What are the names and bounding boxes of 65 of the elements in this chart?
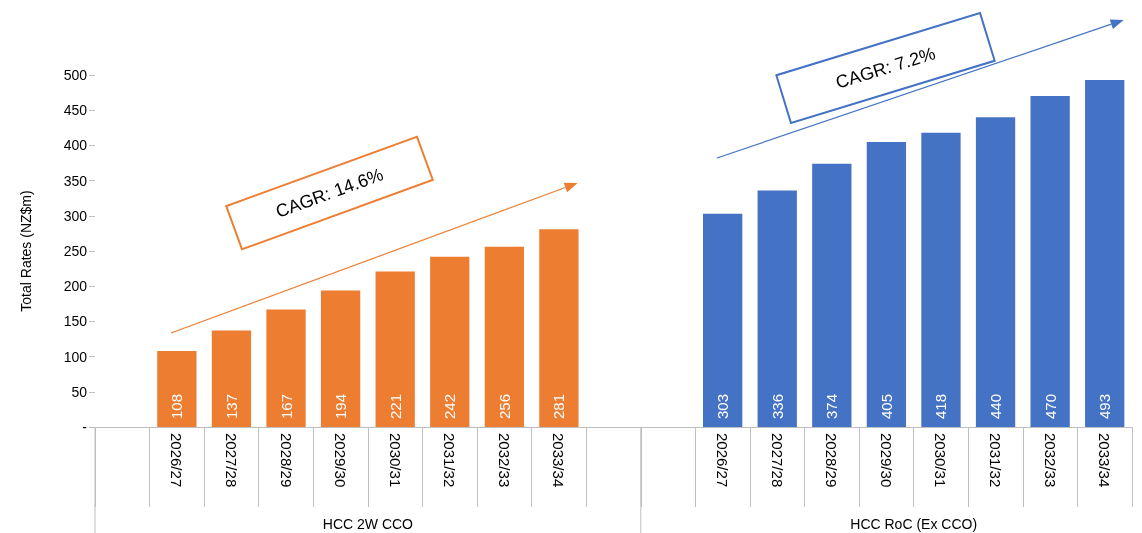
data-label: 108 (168, 393, 186, 419)
bar (1085, 79, 1125, 427)
x-tick-label: 2033/34 (550, 433, 568, 488)
x-tick-label: 2026/27 (714, 433, 732, 488)
callout-box: CAGR: 14.6% (224, 135, 434, 251)
y-tick-label: 450 (63, 102, 88, 119)
x-tick-label: 2032/33 (495, 433, 513, 488)
x-tick-label: 2032/33 (1041, 433, 1059, 488)
bar (484, 246, 524, 427)
x-tick-label: 2033/34 (1096, 433, 1114, 488)
data-label: 374 (823, 393, 841, 419)
data-label: 336 (768, 393, 786, 419)
x-tick-label: 2026/27 (168, 433, 186, 488)
bar (1030, 96, 1070, 427)
x-tick-label: 2030/31 (386, 433, 404, 488)
x-tick-label: 2029/30 (877, 433, 895, 488)
data-label: 281 (550, 393, 568, 419)
x-tick-label: 2031/32 (441, 433, 459, 488)
bar (866, 141, 907, 427)
bar (320, 290, 361, 427)
x-tick-label: 2029/30 (332, 433, 350, 488)
data-label: 493 (1096, 393, 1114, 419)
data-label: 303 (714, 393, 732, 419)
y-tick-label: 150 (63, 313, 88, 330)
bar (375, 271, 415, 427)
x-tick-label: 2027/28 (222, 433, 240, 488)
y-tick-label: 250 (63, 243, 88, 259)
y-tick-label: - (82, 419, 88, 435)
text: HCC RoC (Ex CCO) (850, 516, 978, 532)
data-label: 418 (932, 393, 950, 419)
x-tick-label: 2028/29 (823, 433, 841, 488)
x-tick-label: 2028/29 (277, 433, 295, 488)
annotation: CAGR: 14.6% (272, 163, 387, 223)
data-label: 221 (386, 393, 404, 419)
y-tick-label: 350 (63, 172, 88, 189)
y-tick-label: 400 (63, 137, 88, 154)
y-tick-label: 300 (63, 207, 88, 224)
x-tick-label: 2027/28 (768, 433, 786, 488)
bar (921, 132, 961, 427)
x-tick-label: 2030/31 (932, 433, 950, 488)
bar (975, 117, 1016, 427)
y-axis-title: Total Rates (NZ$m) (18, 190, 34, 312)
bar (812, 163, 852, 427)
y-tick-label: 200 (63, 278, 88, 295)
annotation: CAGR: 7.2% (832, 42, 938, 94)
bar (703, 213, 743, 427)
bar (757, 190, 797, 427)
bar (430, 256, 470, 427)
data-label: 137 (222, 393, 240, 419)
data-label: 405 (877, 393, 895, 419)
bar (211, 330, 252, 427)
y-tick-label: 500 (63, 67, 88, 83)
data-label: 242 (441, 393, 459, 419)
text: HCC 2W CCO (322, 516, 414, 532)
data-label: 470 (1041, 393, 1059, 419)
y-tick-label: 50 (71, 383, 88, 400)
bar (539, 229, 579, 427)
y-tick-label: 100 (63, 348, 88, 365)
bar (266, 309, 306, 427)
data-label: 440 (987, 393, 1005, 419)
x-tick-label: 2031/32 (987, 433, 1005, 488)
bar (157, 350, 197, 427)
data-label: 167 (277, 393, 295, 419)
data-label: 194 (332, 393, 350, 419)
data-label: 256 (495, 393, 513, 419)
